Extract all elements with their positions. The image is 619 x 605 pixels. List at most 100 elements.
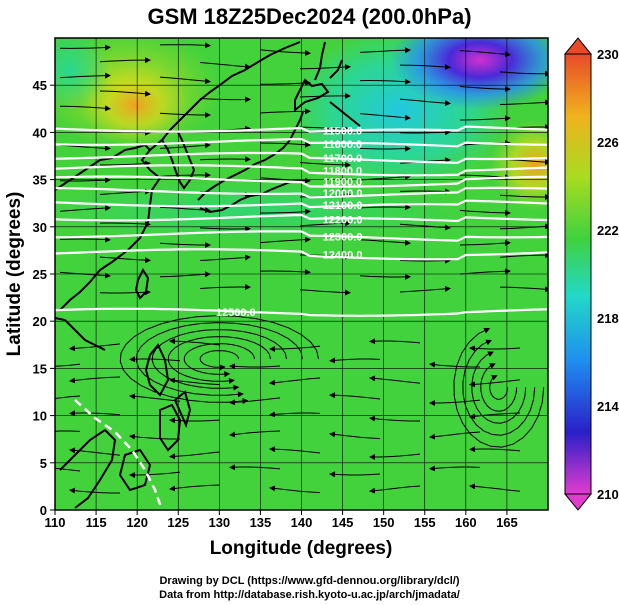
streamline bbox=[59, 236, 111, 243]
streamline bbox=[269, 377, 321, 386]
streamline bbox=[260, 79, 311, 86]
streamline bbox=[199, 284, 251, 291]
contour-label: 11500.0 bbox=[323, 126, 362, 138]
colorbar-top-arrow bbox=[563, 37, 593, 55]
streamline bbox=[151, 329, 287, 391]
streamline bbox=[469, 379, 521, 388]
streamline bbox=[169, 377, 221, 386]
streamline bbox=[69, 343, 121, 352]
streamline bbox=[99, 289, 151, 296]
streamline bbox=[329, 471, 381, 478]
streamline bbox=[129, 356, 181, 363]
streamline bbox=[359, 145, 411, 152]
streamline bbox=[59, 177, 111, 184]
colorbar-tick-label: 222 bbox=[597, 223, 619, 238]
contour-label: 12000.0 bbox=[323, 188, 363, 200]
streamline bbox=[489, 374, 509, 400]
streamline bbox=[199, 350, 239, 371]
streamline bbox=[169, 451, 221, 460]
contour-label: 11700.0 bbox=[323, 153, 362, 165]
streamline bbox=[159, 112, 211, 118]
streamline bbox=[59, 205, 111, 212]
streamline bbox=[59, 144, 111, 152]
streamline bbox=[459, 268, 511, 275]
streamline bbox=[329, 392, 381, 400]
streamline bbox=[359, 239, 411, 246]
streamline bbox=[499, 99, 548, 106]
streamline bbox=[269, 345, 321, 352]
streamline bbox=[459, 50, 511, 58]
streamline bbox=[259, 177, 311, 184]
contour-line bbox=[55, 151, 548, 164]
streamline bbox=[429, 431, 481, 440]
streamline bbox=[99, 221, 151, 228]
streamline bbox=[135, 322, 303, 398]
streamline bbox=[99, 57, 151, 64]
streamline bbox=[259, 269, 311, 275]
streamline bbox=[159, 142, 211, 149]
colorbar-tick-label: 210 bbox=[597, 487, 619, 502]
y-tick-label: 5 bbox=[40, 456, 47, 471]
streamline bbox=[59, 44, 111, 51]
x-tick-label: 160 bbox=[455, 515, 477, 530]
streamline bbox=[469, 446, 521, 453]
streamline bbox=[199, 96, 251, 103]
streamline bbox=[429, 361, 480, 368]
streamline bbox=[69, 410, 121, 417]
streamline bbox=[499, 223, 548, 230]
streamline bbox=[429, 399, 481, 406]
streamline bbox=[369, 415, 420, 422]
y-tick-label: 15 bbox=[33, 361, 47, 376]
streamline bbox=[167, 336, 271, 384]
streamline bbox=[199, 225, 251, 232]
y-tick-label: 20 bbox=[33, 314, 47, 329]
contour-line bbox=[55, 213, 548, 223]
streamline bbox=[499, 252, 548, 259]
streamline bbox=[69, 447, 121, 456]
streamline bbox=[499, 70, 548, 77]
streamline bbox=[299, 220, 351, 227]
streamline bbox=[229, 430, 281, 438]
contour-line bbox=[55, 199, 548, 209]
streamline bbox=[169, 338, 221, 346]
contour-line bbox=[55, 307, 548, 317]
streamline bbox=[229, 363, 281, 370]
chart-title: GSM 18Z25Dec2024 (200.0hPa) bbox=[147, 4, 472, 29]
contour-line bbox=[55, 125, 548, 133]
streamline bbox=[269, 446, 321, 454]
streamline bbox=[329, 357, 381, 364]
streamline bbox=[199, 156, 251, 163]
streamline bbox=[399, 98, 451, 107]
streamline bbox=[459, 240, 511, 247]
streamline bbox=[499, 286, 548, 293]
x-tick-label: 150 bbox=[373, 515, 395, 530]
streamline bbox=[183, 343, 255, 378]
streamline bbox=[259, 236, 311, 244]
streamline bbox=[129, 471, 181, 478]
streamline bbox=[260, 208, 311, 215]
streamline bbox=[259, 141, 311, 148]
streamline bbox=[55, 430, 81, 432]
x-tick-label: 110 bbox=[45, 515, 66, 530]
contour-label: 12200.0 bbox=[323, 214, 363, 226]
streamline bbox=[399, 129, 451, 136]
x-tick-label: 115 bbox=[86, 515, 107, 530]
streamline bbox=[69, 376, 121, 384]
y-tick-label: 45 bbox=[33, 78, 47, 93]
streamline bbox=[359, 47, 411, 54]
streamline bbox=[359, 273, 411, 280]
streamline bbox=[269, 411, 321, 418]
streamline bbox=[459, 86, 511, 93]
streamline bbox=[369, 485, 421, 494]
y-tick-label: 0 bbox=[40, 503, 47, 518]
x-tick-label: 145 bbox=[332, 515, 354, 530]
contour-line bbox=[55, 248, 548, 261]
streamline bbox=[359, 204, 411, 211]
streamline bbox=[259, 108, 311, 115]
contour-line bbox=[55, 175, 548, 188]
x-tick-label: 165 bbox=[496, 515, 518, 530]
streamline bbox=[129, 393, 181, 402]
streamline bbox=[299, 289, 351, 296]
y-tick-label: 30 bbox=[33, 220, 47, 235]
